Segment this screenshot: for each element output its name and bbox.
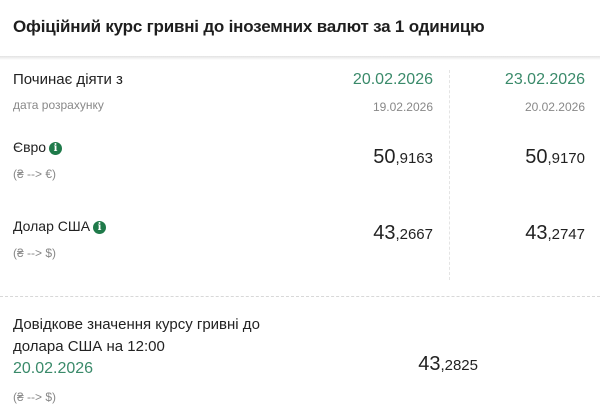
currency-pair: (₴ --> €) (13, 167, 57, 181)
rate-int: 43 (373, 222, 396, 244)
rate-dec: ,2667 (395, 226, 433, 243)
reference-rate-value: 43,2825 (418, 353, 478, 376)
starts-label: Починає діяти з (13, 71, 123, 88)
rate-dec: ,2747 (547, 226, 585, 243)
rate-dec: ,9163 (395, 150, 433, 167)
currency-euro: Євро i (13, 139, 63, 155)
reference-title-line1: Довідкове значення курсу гривні до (13, 316, 260, 333)
reference-date: 20.02.2026 (13, 360, 94, 377)
currency-pair: (₴ --> $) (13, 246, 57, 260)
page-title: Офіційний курс гривні до іноземних валют… (13, 17, 485, 36)
currency-pair: (₴ --> $) (13, 390, 57, 404)
column-divider (449, 70, 450, 280)
currency-name: Євро (13, 139, 47, 155)
header-divider (0, 56, 600, 60)
column-date: 23.02.2026 (504, 71, 585, 88)
column-calc-date: 20.02.2026 (524, 100, 585, 114)
reference-title-line2: долара США на 12:00 (13, 338, 165, 355)
column-calc-date: 19.02.2026 (372, 100, 433, 114)
section-divider (0, 296, 600, 297)
calc-label: дата розрахунку (13, 98, 104, 112)
currency-usd: Долар США i (13, 218, 107, 234)
rate-value: 43,2667 (373, 222, 433, 245)
rate-int: 43 (418, 353, 441, 375)
column-date: 20.02.2026 (352, 71, 433, 88)
rate-int: 50 (525, 146, 548, 168)
rate-value: 50,9170 (525, 146, 585, 169)
info-icon[interactable]: i (49, 142, 63, 155)
info-icon[interactable]: i (93, 221, 107, 234)
rate-value: 50,9163 (373, 146, 433, 169)
currency-name: Долар США (13, 218, 91, 234)
rate-int: 50 (373, 146, 396, 168)
rate-dec: ,2825 (440, 357, 478, 374)
rate-value: 43,2747 (525, 222, 585, 245)
rate-int: 43 (525, 222, 548, 244)
rate-dec: ,9170 (547, 150, 585, 167)
